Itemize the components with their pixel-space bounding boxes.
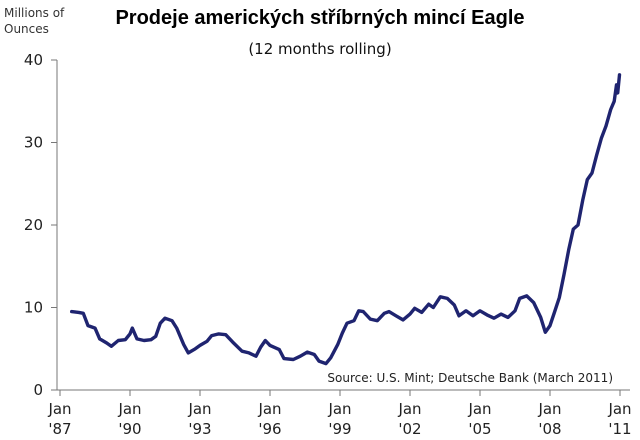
y-tick-label: 0 [33,381,43,399]
y-tick-label: 40 [24,51,43,69]
y-ticks: 0 10 20 30 40 [24,51,57,399]
y-tick-label: 20 [24,216,43,234]
series-line-0 [70,73,622,366]
x-tick-label-month: Jan [537,400,561,418]
x-tick-label-year: '11 [608,420,631,438]
x-tick-label-month: Jan [187,400,211,418]
x-tick-label-year: '93 [188,420,211,438]
x-tick-label-year: '08 [538,420,561,438]
x-tick-label-month: Jan [467,400,491,418]
x-tick-label-year: '02 [398,420,421,438]
x-tick-label-year: '96 [258,420,281,438]
x-ticks: Jan '87 Jan '90 Jan '93 Jan '96 Jan '99 Jan '02 Jan '… [47,390,632,438]
x-tick-label-year: '05 [468,420,491,438]
x-tick-label-month: Jan [257,400,281,418]
chart-title: Prodeje amerických stříbrných mincí Eagl… [115,7,524,29]
x-tick-label-month: Jan [327,400,351,418]
x-tick-label-year: '87 [48,420,71,438]
x-tick-label-month: Jan [607,400,631,418]
y-tick-label: 30 [24,134,43,152]
y-tick-label: 10 [24,299,43,317]
x-tick-label-year: '99 [328,420,351,438]
x-tick-label-month: Jan [117,400,141,418]
y-axis-label-line-2: Ounces [4,22,49,36]
chart-subtitle: (12 months rolling) [248,40,391,58]
x-tick-label-month: Jan [397,400,421,418]
y-axis-label-line-1: Millions of [4,6,65,20]
x-tick-label-month: Jan [47,400,71,418]
source-note: Source: U.S. Mint; Deutsche Bank (March … [327,371,613,385]
series-layer [70,73,622,366]
x-tick-label-year: '90 [118,420,141,438]
